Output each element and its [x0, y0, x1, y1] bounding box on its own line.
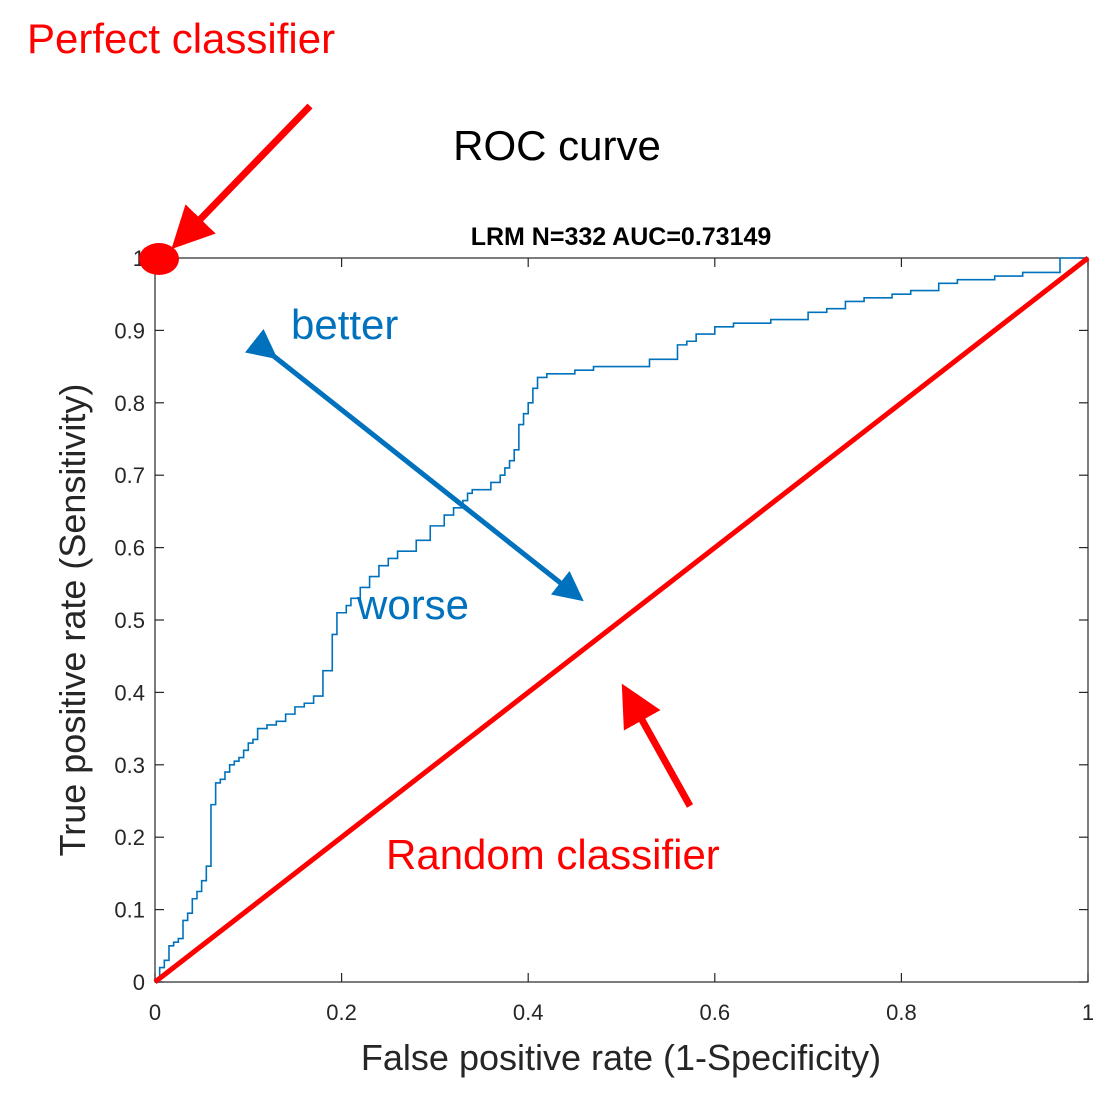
y-tick-label: 0.5 [114, 608, 145, 633]
perfect-classifier-point [139, 243, 179, 275]
perfect-classifier-arrow [171, 103, 313, 250]
x-axis-label: False positive rate (1-Specificity) [361, 1037, 881, 1078]
x-tick-label: 0 [149, 1000, 161, 1025]
y-tick-label: 0.7 [114, 463, 145, 488]
chart-subtitle: LRM N=332 AUC=0.73149 [471, 223, 772, 251]
tick-labels: 0 0.2 0.4 0.6 0.8 1 0 0.1 0.2 0.3 0.4 0.5 0.6 0.7 0.8 0… [114, 246, 1094, 1025]
perfect-classifier-label: Perfect classifier [27, 15, 335, 62]
y-tick-label: 0.2 [114, 825, 145, 850]
y-tick-label: 0.1 [114, 898, 145, 923]
chart-title: ROC curve [453, 122, 661, 169]
y-tick-label: 0.9 [114, 318, 145, 343]
random-classifier-arrow [621, 683, 694, 808]
y-tick-label: 0.6 [114, 536, 145, 561]
x-tick-label: 0.2 [326, 1000, 357, 1025]
y-tick-label: 0 [133, 970, 145, 995]
better-label: better [291, 301, 398, 348]
y-axis-label: True positive rate (Sensitivity) [52, 384, 93, 857]
x-tick-label: 0.6 [700, 1000, 731, 1025]
random-classifier-label: Random classifier [386, 831, 720, 878]
y-tick-label: 0.8 [114, 391, 145, 416]
x-tick-label: 0.4 [513, 1000, 544, 1025]
worse-label: worse [356, 581, 469, 628]
better-worse-arrow [244, 328, 584, 602]
x-tick-label: 1 [1082, 1000, 1094, 1025]
y-tick-label: 0.3 [114, 753, 145, 778]
y-tick-label: 0.4 [114, 680, 145, 705]
x-tick-label: 0.8 [886, 1000, 917, 1025]
random-classifier-line [153, 256, 1090, 984]
